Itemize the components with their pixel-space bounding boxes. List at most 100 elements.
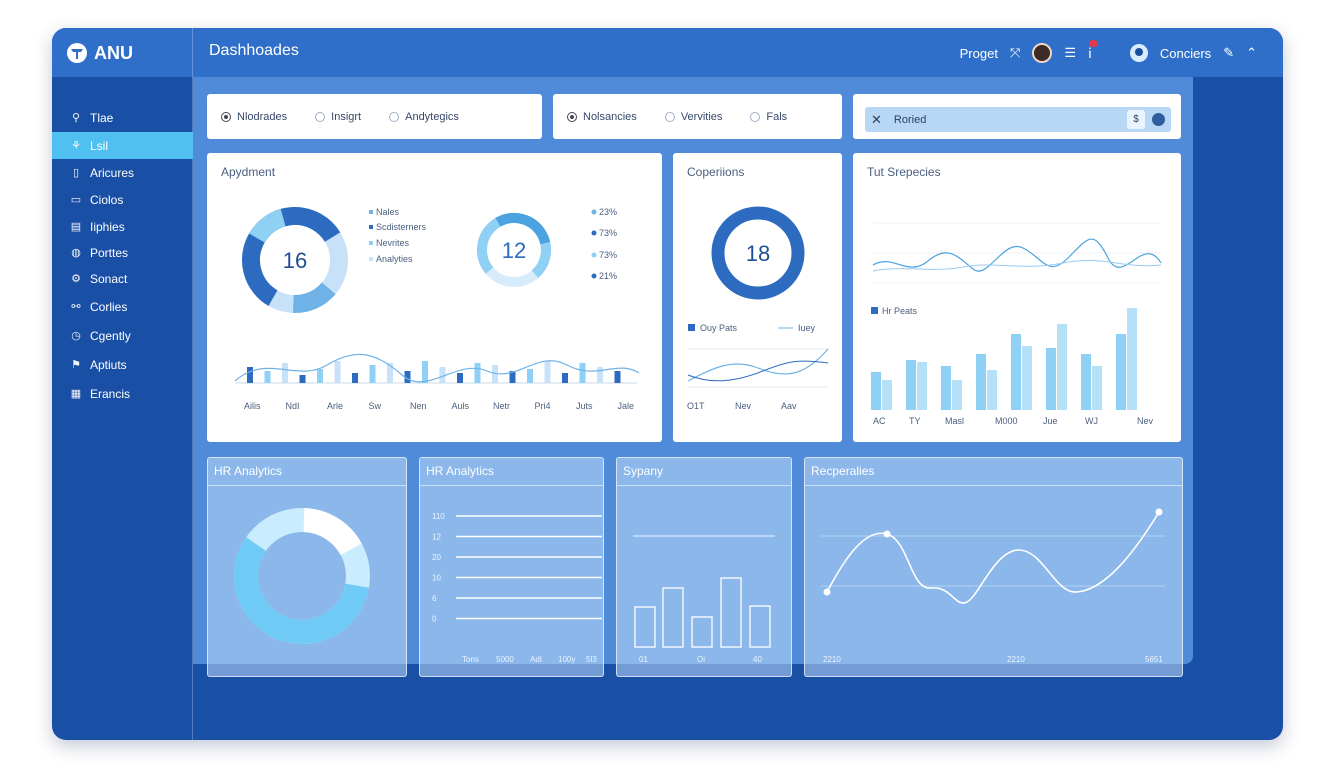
legend-swatch <box>369 210 373 214</box>
legend-dot <box>591 252 597 258</box>
card-apydment: Apydment 16 Nales Scdisterners Nevrites … <box>207 153 662 442</box>
y-label: 12 <box>432 533 441 542</box>
tab-insigrt[interactable]: Insigrt <box>315 111 361 123</box>
x-label: AC <box>873 416 886 426</box>
x-label: Nev <box>1137 416 1154 426</box>
month-label: Netr <box>493 401 510 411</box>
apydment-chart: 16 Nales Scdisterners Nevrites Analyties… <box>234 207 640 411</box>
trend-line <box>826 511 1160 604</box>
search-value: Roried <box>893 113 927 126</box>
bar-series <box>871 308 1137 410</box>
expand-icon[interactable]: ⤧ <box>1009 45 1021 60</box>
divider <box>805 485 1182 486</box>
x-label: AdI <box>530 655 542 664</box>
x-label: 5l3 <box>586 655 597 664</box>
currency-icon[interactable]: $ <box>1127 110 1145 129</box>
clock-icon: ◷ <box>71 330 81 342</box>
bar <box>917 362 927 410</box>
radio-icon <box>221 111 231 122</box>
data-point <box>823 588 831 596</box>
edit-icon[interactable]: ✎ <box>1223 45 1235 60</box>
bar <box>749 605 771 648</box>
sidebar-item-iiphies[interactable]: ▤ Iiphies <box>52 213 210 240</box>
sypany-x-labels: 01 Oi 40 <box>639 655 762 664</box>
sidebar-item-label: Sonact <box>90 271 128 286</box>
x-label: 5651 <box>1145 655 1163 664</box>
search-input[interactable]: ✕ Roried $ <box>865 107 1171 132</box>
legend-swatch <box>369 257 373 261</box>
tab-nolsancies[interactable]: Nolsancies <box>567 111 637 123</box>
sidebar-item-ciolos[interactable]: ▭ Ciolos <box>52 186 210 213</box>
month-label: Nen <box>410 401 427 411</box>
tab-label: Nlodrades <box>237 110 288 123</box>
bar <box>1116 334 1126 410</box>
bar <box>1011 334 1021 410</box>
x-label: Jue <box>1043 416 1058 426</box>
sidebar-item-sonact[interactable]: ⚙ Sonact <box>52 265 210 292</box>
sidebar-item-aptiuts[interactable]: ⚑ Aptiuts <box>52 351 210 378</box>
tab-bar-primary: Nlodrades Insigrt Andytegics <box>207 94 542 139</box>
sidebar-item-aricures[interactable]: ▯ Aricures <box>52 159 210 186</box>
x-label: M000 <box>995 416 1018 426</box>
sidebar-item-lsil[interactable]: ⚘ Lsil <box>52 132 217 159</box>
bookmark-icon: ⚑ <box>71 359 81 371</box>
mini-bar <box>614 371 621 383</box>
mini-bar <box>457 373 463 383</box>
sidebar-item-erancis[interactable]: ▦ Erancis <box>52 380 210 407</box>
wave-line <box>872 238 1162 272</box>
donut-1-segment-c <box>242 207 348 313</box>
mini-bar <box>299 375 306 383</box>
radio-icon <box>389 111 400 122</box>
close-icon[interactable]: ✕ <box>871 111 882 127</box>
search-go-icon[interactable] <box>1152 113 1165 126</box>
avatar[interactable] <box>1032 43 1053 63</box>
card-srepecies: Tut Srepecies Hr Peats AC TY Masl M000 Jue WJ… <box>853 153 1181 442</box>
bar <box>952 380 962 410</box>
mini-bar <box>247 367 253 383</box>
card-title: Tut Srepecies <box>867 165 941 179</box>
data-point <box>1155 508 1163 516</box>
hr2-gridlines: 110 12 20 10 6 0 <box>432 512 602 624</box>
globe-icon: ◍ <box>71 247 81 259</box>
tab-fals[interactable]: Fals <box>750 111 787 123</box>
bar <box>1092 366 1102 410</box>
sidebar-item-corlies[interactable]: ⚯ Corlies <box>52 293 210 320</box>
sidebar-item-tlae[interactable]: ⚲ Tlae <box>52 104 210 131</box>
month-label: Auls <box>452 401 470 411</box>
sidebar-item-label: Aptiuts <box>90 357 127 372</box>
gauge-2-arc-dark <box>477 213 551 287</box>
chevron-up-icon[interactable]: ⌃ <box>1246 45 1257 60</box>
month-label: NdI <box>286 401 300 411</box>
hr2-lines: 110 12 20 10 6 0 Tons 5000 AdI 100y 5l3 <box>432 512 602 664</box>
sidebar-item-porttes[interactable]: ◍ Porttes <box>52 239 210 266</box>
tab-vervities[interactable]: Vervities <box>664 111 722 123</box>
month-labels: Ailis NdI Arle Sw Nen Auls Netr Pri4 Juts Jale <box>244 401 634 411</box>
hr1-ring-segment <box>234 508 370 644</box>
user-avatar[interactable] <box>1129 44 1148 62</box>
card-title: Coperiions <box>687 165 745 179</box>
search-card: ✕ Roried $ <box>853 94 1181 139</box>
panel-sypany: Sypany 01 Oi 40 <box>616 457 792 677</box>
donut-3: 18 <box>711 206 805 300</box>
sidebar-item-label: Tlae <box>90 110 114 125</box>
mini-bar <box>317 369 323 383</box>
notification-icon[interactable]: ⅰ <box>1088 39 1098 62</box>
divider <box>420 485 603 486</box>
donut-3-value: 18 <box>746 241 770 266</box>
brand-logo[interactable]: ANU <box>66 40 133 66</box>
mini-bar <box>422 361 428 383</box>
tab-nlodrades[interactable]: Nlodrades <box>221 111 287 123</box>
tab-andytegics[interactable]: Andytegics <box>389 111 459 123</box>
sidebar-item-cgently[interactable]: ◷ Cgently <box>52 322 210 349</box>
user-label[interactable]: Conciers <box>1159 45 1212 61</box>
project-label[interactable]: Proget <box>959 45 998 61</box>
bar <box>1046 348 1056 410</box>
legend-item: 23% <box>599 207 617 217</box>
legend-item: 73% <box>599 228 617 238</box>
menu-icon[interactable]: ☰ <box>1064 45 1076 60</box>
folder-icon: ▭ <box>70 194 82 206</box>
hr2-x-labels: Tons 5000 AdI 100y 5l3 <box>462 655 597 664</box>
bar <box>634 606 656 648</box>
x-label: Tons <box>462 655 479 664</box>
radio-icon <box>664 111 675 122</box>
